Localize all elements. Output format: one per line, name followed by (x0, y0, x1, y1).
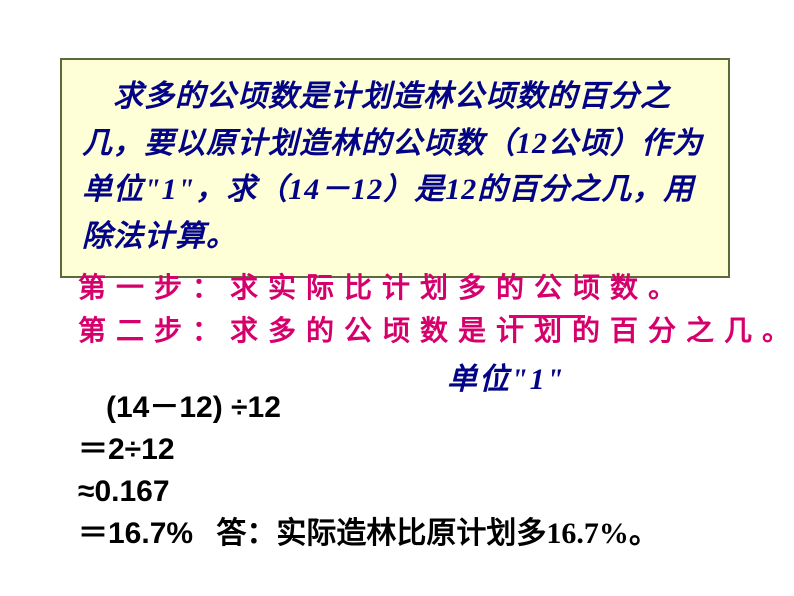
step-2: 第二步：求多的公顷数是计划的百分之几。 (78, 310, 794, 353)
explanation-text: 求多的公顷数是计划造林公顷数的百分之几，要以原计划造林的公顷数（12公顷）作为单… (82, 74, 708, 260)
calc-line-2: ＝2÷12 (78, 429, 659, 471)
calculation-block: (14－12) ÷12 ＝2÷12 ≈0.167 ＝16.7% 答：实际造林比原… (78, 387, 659, 555)
underline-marker (509, 315, 585, 318)
calc-line-3: ≈0.167 (78, 471, 659, 513)
explanation-box: 求多的公顷数是计划造林公顷数的百分之几，要以原计划造林的公顷数（12公顷）作为单… (60, 58, 730, 278)
calc-line-1: (14－12) ÷12 (78, 387, 659, 429)
answer-text (201, 517, 216, 550)
step-1: 第一步：求实际比计划多的公顷数。 (78, 267, 794, 310)
answer-text-value: 答：实际造林比原计划多16.7%。 (216, 517, 659, 550)
steps-block: 第一步：求实际比计划多的公顷数。 第二步：求多的公顷数是计划的百分之几。 (78, 267, 794, 354)
calc-line-4: ＝16.7% 答：实际造林比原计划多16.7%。 (78, 513, 659, 555)
calc-result: ＝16.7% (78, 517, 193, 550)
